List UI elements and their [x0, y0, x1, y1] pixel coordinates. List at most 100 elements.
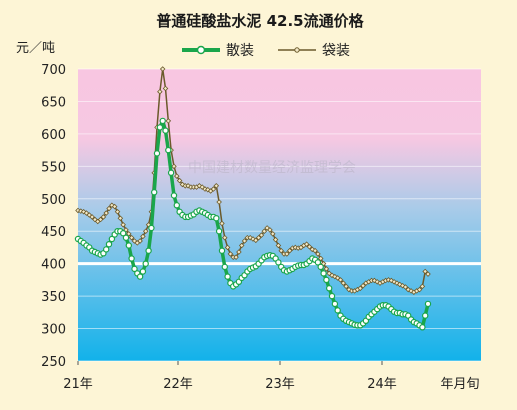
data-point — [170, 192, 178, 199]
data-point — [174, 173, 180, 179]
data-point — [419, 324, 426, 331]
data-point — [142, 260, 149, 267]
data-point — [317, 255, 324, 262]
data-point — [165, 146, 172, 154]
data-point — [137, 238, 143, 244]
series-bagged — [75, 66, 431, 295]
data-point — [218, 247, 226, 254]
data-point — [320, 270, 327, 277]
data-point — [272, 236, 279, 243]
data-point — [255, 234, 262, 241]
data-point — [233, 254, 239, 260]
data-point — [371, 277, 378, 284]
data-point — [269, 231, 276, 237]
y-axis-label: 元／吨 — [16, 41, 55, 56]
data-point — [425, 271, 431, 277]
legend-label-bulk: 散装 — [226, 43, 254, 59]
y-tick-label: 400 — [41, 258, 66, 273]
data-point — [416, 286, 423, 293]
data-point — [103, 210, 109, 216]
data-point — [100, 214, 107, 220]
y-tick-label: 650 — [41, 95, 66, 110]
data-point — [162, 127, 169, 134]
data-point — [159, 66, 166, 72]
data-point — [114, 208, 121, 215]
legend-marker-bulk — [196, 45, 206, 55]
data-point — [224, 244, 231, 251]
data-point — [106, 205, 112, 212]
legend-marker-bagged — [294, 47, 300, 53]
data-point — [419, 283, 426, 290]
data-point — [374, 279, 380, 285]
data-point — [196, 183, 203, 189]
data-point — [340, 280, 347, 286]
data-point — [315, 251, 321, 257]
data-point — [391, 279, 397, 285]
data-point — [422, 268, 428, 275]
data-point — [250, 236, 256, 242]
data-point — [343, 283, 349, 290]
legend-label-bagged: 袋装 — [322, 43, 350, 59]
data-point — [157, 88, 163, 95]
data-point — [303, 241, 310, 247]
data-point — [111, 203, 118, 210]
data-point — [97, 216, 104, 223]
y-tick-label: 500 — [41, 193, 66, 208]
data-point — [264, 225, 270, 231]
data-point — [224, 273, 231, 280]
y-tick-label: 250 — [41, 355, 66, 370]
data-point — [227, 251, 234, 257]
data-point — [140, 233, 146, 240]
plot-background — [78, 69, 481, 361]
data-point — [267, 227, 273, 233]
data-point — [126, 231, 132, 237]
y-tick-label: 600 — [41, 128, 66, 143]
data-point — [219, 220, 225, 227]
data-point — [117, 215, 124, 222]
series-layer — [74, 66, 432, 331]
data-point — [119, 229, 127, 237]
data-point — [422, 312, 429, 319]
data-point — [185, 183, 191, 189]
data-point — [120, 221, 126, 228]
x-tick-label: 23年 — [265, 377, 295, 392]
y-tick-label: 450 — [41, 225, 66, 240]
data-point — [89, 214, 95, 220]
chart-title: 普通硅酸盐水泥 42.5流通价格 — [156, 12, 364, 30]
data-point — [314, 259, 322, 266]
data-point — [109, 202, 115, 209]
data-point — [360, 282, 366, 289]
data-point — [102, 246, 110, 253]
x-axis-label: 年月旬 — [440, 377, 479, 392]
data-point — [131, 238, 138, 244]
data-point — [150, 189, 158, 196]
legend: 散装 袋装 — [182, 43, 350, 59]
data-point — [278, 247, 284, 254]
data-point — [213, 183, 220, 189]
y-tick-labels: 250 300 350 400 450 500 550 600 650 700 — [41, 63, 66, 370]
data-point — [357, 285, 364, 292]
data-point — [159, 117, 166, 125]
data-point — [323, 266, 330, 272]
data-point — [176, 177, 183, 184]
data-point — [145, 247, 152, 254]
data-point — [128, 255, 135, 262]
data-point — [236, 249, 242, 255]
data-point — [275, 259, 282, 266]
data-point — [210, 186, 217, 192]
y-tick-label: 350 — [41, 290, 66, 305]
data-point — [125, 242, 133, 249]
x-tick-label: 22年 — [163, 377, 193, 392]
y-tick-label: 300 — [41, 323, 66, 338]
data-point — [331, 300, 339, 308]
data-point — [148, 224, 155, 232]
data-point — [131, 265, 138, 273]
data-point — [241, 238, 248, 244]
data-point — [215, 227, 223, 235]
data-point — [326, 285, 333, 292]
data-point — [261, 228, 268, 234]
data-point — [80, 208, 87, 215]
data-point — [167, 169, 175, 176]
data-point — [222, 234, 228, 241]
